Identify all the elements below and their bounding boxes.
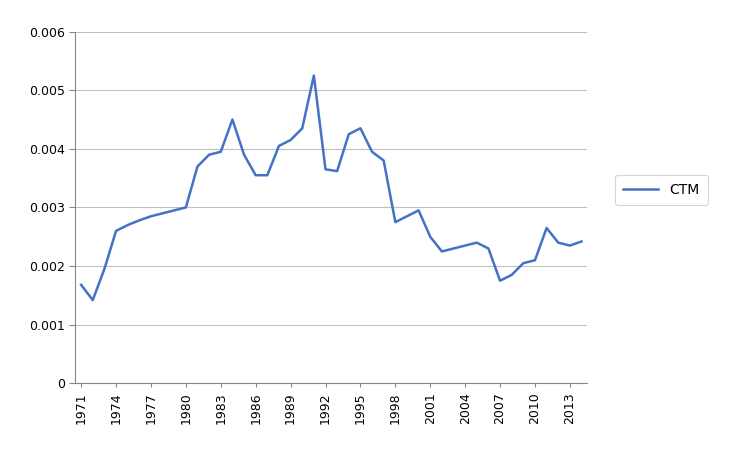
CTM [484, 246, 493, 251]
CTM [193, 164, 202, 169]
CTM [111, 228, 120, 234]
CTM [309, 73, 319, 78]
CTM [216, 149, 225, 154]
CTM [123, 222, 133, 228]
CTM [77, 282, 86, 288]
CTM [380, 158, 389, 163]
CTM [508, 272, 517, 277]
CTM [437, 249, 447, 254]
CTM [205, 152, 214, 157]
CTM [297, 126, 306, 131]
CTM [169, 207, 178, 213]
CTM [472, 240, 481, 245]
CTM [263, 173, 272, 178]
CTM [519, 261, 528, 266]
CTM [542, 226, 551, 231]
Line: CTM: CTM [81, 76, 581, 300]
CTM [228, 117, 237, 122]
CTM [577, 239, 586, 244]
CTM [181, 205, 191, 210]
CTM [286, 137, 295, 143]
CTM [402, 214, 411, 219]
CTM [344, 132, 353, 137]
CTM [414, 207, 423, 213]
CTM [333, 168, 342, 174]
CTM [553, 240, 562, 245]
CTM [135, 218, 144, 223]
CTM [461, 243, 470, 248]
CTM [367, 149, 376, 154]
CTM [158, 211, 167, 216]
Legend: CTM: CTM [614, 175, 708, 205]
CTM [356, 126, 365, 131]
CTM [146, 214, 155, 219]
CTM [425, 234, 434, 239]
CTM [391, 220, 400, 225]
CTM [566, 243, 575, 248]
CTM [449, 246, 458, 251]
CTM [252, 173, 261, 178]
CTM [274, 143, 283, 149]
CTM [321, 167, 330, 172]
CTM [88, 297, 97, 303]
CTM [239, 152, 248, 157]
CTM [530, 258, 539, 263]
CTM [495, 278, 505, 284]
CTM [100, 266, 109, 272]
